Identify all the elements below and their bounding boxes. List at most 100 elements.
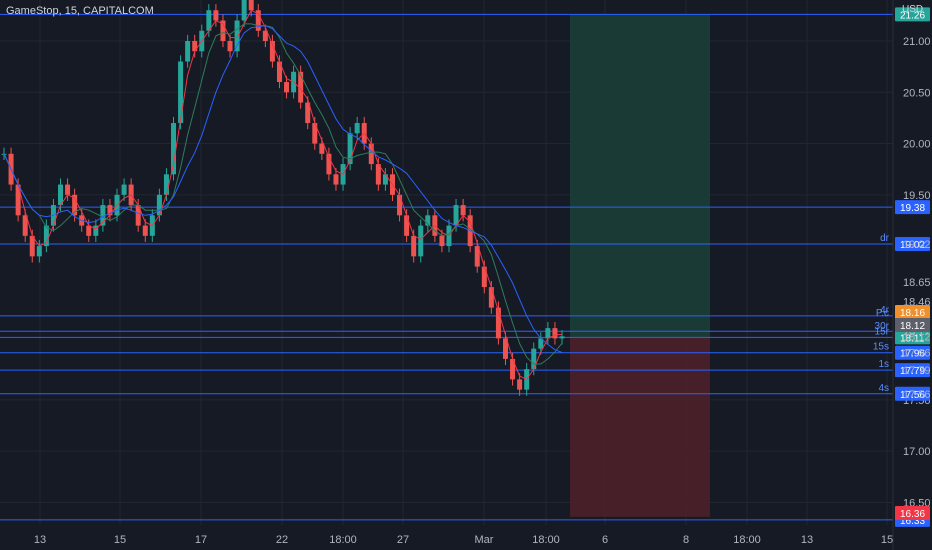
candle-body bbox=[354, 123, 360, 134]
candle bbox=[418, 219, 424, 263]
candle-body bbox=[531, 348, 537, 370]
candle-body bbox=[156, 194, 162, 216]
candle-body bbox=[15, 184, 21, 216]
candle-body bbox=[100, 205, 106, 226]
candle-body bbox=[248, 0, 254, 11]
candle-body bbox=[269, 41, 275, 62]
x-tick-label: 22 bbox=[276, 534, 288, 546]
candle-body bbox=[227, 41, 233, 52]
candle-body bbox=[333, 174, 339, 185]
candle bbox=[439, 229, 445, 253]
price-level-value: 19.02 bbox=[900, 240, 925, 251]
candle bbox=[192, 34, 198, 58]
candle bbox=[100, 198, 106, 232]
candle-body bbox=[517, 379, 523, 390]
level-tag: 15r bbox=[875, 326, 890, 337]
candle-body bbox=[425, 215, 431, 226]
candle-body bbox=[319, 143, 325, 154]
price-level-badge bbox=[895, 200, 930, 215]
candle-body bbox=[36, 246, 42, 257]
side-badge-value: 18.12 bbox=[900, 321, 925, 332]
candle-body bbox=[538, 338, 544, 349]
candle-body bbox=[178, 61, 184, 124]
symbol-title: GameStop, 15, CAPITALCOM bbox=[6, 5, 154, 17]
candle bbox=[559, 330, 565, 345]
horizontal-levels: dr 4r 15r 15s 1s 4s P.c 30r bbox=[0, 13, 893, 521]
candle-body bbox=[382, 174, 388, 185]
x-tick-label: Mar bbox=[475, 534, 494, 546]
candle-body bbox=[86, 225, 92, 236]
level-tag: dr bbox=[880, 233, 890, 244]
candle-body bbox=[495, 307, 501, 339]
candle bbox=[255, 4, 261, 37]
candle bbox=[121, 178, 127, 201]
candle-body bbox=[404, 215, 410, 236]
candle-body bbox=[135, 205, 141, 226]
time-axis[interactable]: 13 15 17 22 18:00 27 Mar 18:00 6 8 18:00 13 15 bbox=[34, 534, 893, 546]
candle-body bbox=[488, 287, 494, 308]
x-tick-label: 15 bbox=[881, 534, 893, 546]
candle-body bbox=[312, 123, 318, 144]
price-level-value: 16.33 bbox=[900, 516, 925, 527]
candle-body bbox=[276, 61, 282, 83]
candle bbox=[234, 14, 240, 58]
price-level-badge bbox=[895, 345, 930, 360]
candle bbox=[213, 4, 219, 27]
x-tick-label: 8 bbox=[683, 534, 689, 546]
candle-body bbox=[185, 41, 191, 62]
candle-body bbox=[305, 102, 311, 124]
price-level-value: 18.11 bbox=[900, 333, 925, 344]
candle-body bbox=[510, 358, 516, 380]
candle bbox=[425, 209, 431, 232]
stop-loss-zone[interactable] bbox=[570, 337, 710, 517]
candle bbox=[517, 373, 523, 396]
price-level-badge bbox=[895, 7, 930, 22]
profit-target-zone[interactable] bbox=[570, 14, 710, 338]
y-tick-label: 21.00 bbox=[903, 36, 931, 48]
candle-body bbox=[559, 336, 565, 339]
price-level-value: 21.26 bbox=[900, 10, 925, 21]
side-badge-value: 18.16 bbox=[900, 308, 925, 319]
side-badge-label: 30r bbox=[875, 321, 890, 332]
candle-body bbox=[411, 235, 417, 257]
candle bbox=[36, 239, 42, 263]
candle-body bbox=[121, 184, 127, 195]
candlesticks bbox=[1, 0, 565, 396]
candle-body bbox=[255, 10, 261, 31]
candle-body bbox=[29, 235, 35, 257]
candle bbox=[495, 301, 501, 345]
candle-body bbox=[460, 205, 466, 216]
x-tick-label: 27 bbox=[397, 534, 409, 546]
candle bbox=[86, 219, 92, 242]
candle bbox=[22, 209, 28, 242]
candle-body bbox=[368, 143, 374, 165]
candle bbox=[552, 321, 558, 345]
candle bbox=[298, 65, 304, 109]
candle bbox=[460, 198, 466, 222]
side-badge bbox=[895, 305, 930, 319]
x-tick-label: 18:00 bbox=[733, 534, 761, 546]
x-tick-label: 18:00 bbox=[532, 534, 560, 546]
candle-body bbox=[502, 338, 508, 359]
price-axis[interactable]: 21.0020.5020.0019.5017.5017.0016.5021.26… bbox=[895, 7, 931, 527]
candle-body bbox=[397, 194, 403, 216]
key-price-label: 18.65 bbox=[903, 277, 931, 289]
candle bbox=[65, 178, 71, 201]
candle bbox=[227, 34, 233, 58]
candle-body bbox=[192, 41, 198, 52]
price-level-badge bbox=[895, 386, 930, 401]
candle-body bbox=[481, 266, 487, 288]
candle-body bbox=[453, 205, 459, 226]
candle-body bbox=[163, 174, 169, 195]
candle-body bbox=[213, 10, 219, 21]
y-tick-label: 20.50 bbox=[903, 87, 931, 99]
level-tag: 15s bbox=[873, 342, 889, 353]
price-level-value: 17.56 bbox=[900, 390, 925, 401]
x-tick-label: 17 bbox=[195, 534, 207, 546]
ma-fast-line bbox=[3, 9, 563, 381]
candle-body bbox=[93, 225, 99, 236]
candle-body bbox=[206, 10, 212, 31]
currency-label: USD bbox=[902, 4, 923, 15]
